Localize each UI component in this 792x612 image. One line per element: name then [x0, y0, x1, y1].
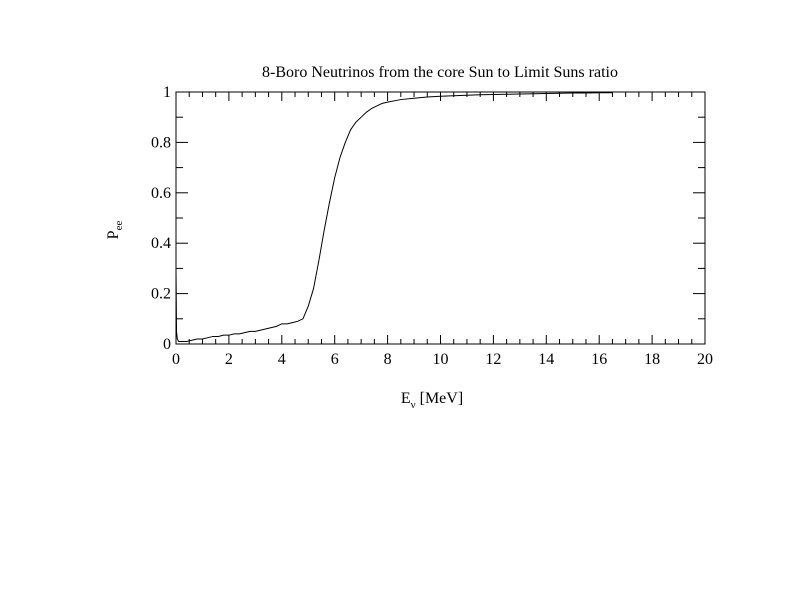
x-axis-label: Eν [MeV] [401, 390, 463, 411]
y-tick-label: 0.8 [151, 134, 171, 151]
y-tick-label: 1 [163, 84, 171, 101]
y-axis-label-sub: ee [113, 221, 125, 231]
series-line [175, 92, 613, 342]
plot-frame [175, 91, 706, 345]
y-axis-label-main: P [105, 230, 122, 239]
x-tick-label: 12 [485, 351, 501, 368]
y-tick-marks [176, 91, 705, 345]
x-tick-label: 4 [278, 351, 286, 368]
x-tick-label: 6 [331, 351, 339, 368]
series-group [175, 92, 613, 342]
y-axis-title: Pee [105, 221, 125, 240]
y-tick-labels: 0 0.2 0.4 0.6 0.8 1 [151, 84, 171, 353]
x-tick-marks [175, 92, 706, 344]
x-tick-label: 8 [384, 351, 392, 368]
x-axis-label-sub: ν [411, 399, 416, 411]
y-tick-label: 0.6 [151, 185, 171, 202]
chart-title: 8-Boro Neutrinos from the core Sun to Li… [262, 64, 618, 81]
y-axis-label: Pee [105, 221, 125, 240]
y-tick-label: 0.2 [151, 286, 171, 303]
x-tick-label: 16 [591, 351, 607, 368]
y-tick-label: 0.4 [151, 235, 171, 252]
x-tick-label: 18 [644, 351, 660, 368]
x-axis-label-main: E [401, 390, 411, 407]
x-tick-label: 10 [433, 351, 449, 368]
x-tick-labels: 0 2 4 6 8 10 12 14 16 18 20 [172, 351, 713, 368]
x-tick-label: 14 [538, 351, 554, 368]
x-tick-label: 20 [697, 351, 713, 368]
x-tick-label: 0 [172, 351, 180, 368]
x-tick-label: 2 [225, 351, 233, 368]
x-axis-label-unit: [MeV] [416, 390, 464, 407]
y-tick-label: 0 [163, 336, 171, 353]
